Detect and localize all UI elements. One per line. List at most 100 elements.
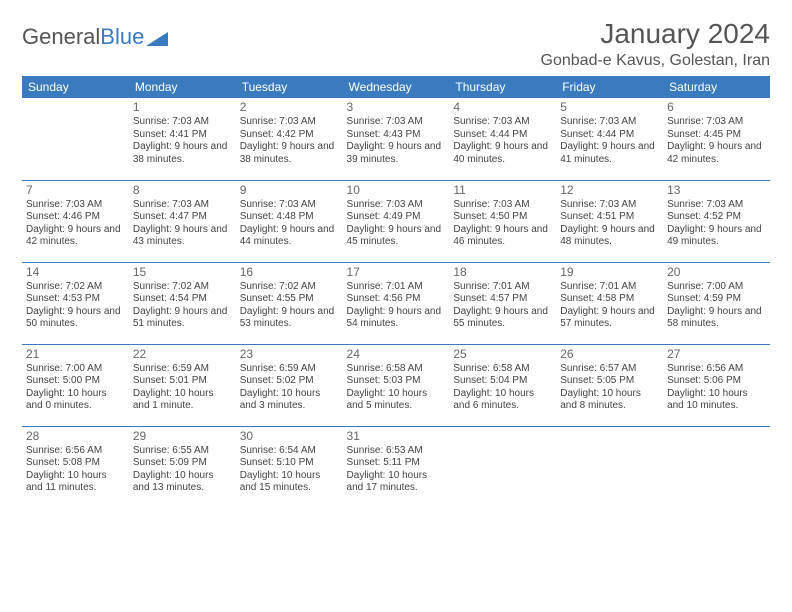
day-details: Sunrise: 7:03 AMSunset: 4:41 PMDaylight:…	[133, 116, 232, 166]
day-details: Sunrise: 7:00 AMSunset: 4:59 PMDaylight:…	[667, 281, 766, 331]
day-number: 28	[26, 429, 125, 444]
day-details: Sunrise: 7:03 AMSunset: 4:43 PMDaylight:…	[347, 116, 446, 166]
calendar-header-row: SundayMondayTuesdayWednesdayThursdayFrid…	[22, 76, 770, 98]
calendar-cell: 27Sunrise: 6:56 AMSunset: 5:06 PMDayligh…	[663, 344, 770, 426]
calendar-cell: 18Sunrise: 7:01 AMSunset: 4:57 PMDayligh…	[449, 262, 556, 344]
day-number: 22	[133, 347, 232, 362]
calendar-cell: 16Sunrise: 7:02 AMSunset: 4:55 PMDayligh…	[236, 262, 343, 344]
day-number: 9	[240, 183, 339, 198]
day-details: Sunrise: 7:02 AMSunset: 4:54 PMDaylight:…	[133, 281, 232, 331]
calendar-cell: 25Sunrise: 6:58 AMSunset: 5:04 PMDayligh…	[449, 344, 556, 426]
calendar-cell: 30Sunrise: 6:54 AMSunset: 5:10 PMDayligh…	[236, 426, 343, 508]
day-details: Sunrise: 7:01 AMSunset: 4:58 PMDaylight:…	[560, 281, 659, 331]
calendar-cell: 24Sunrise: 6:58 AMSunset: 5:03 PMDayligh…	[343, 344, 450, 426]
weekday-header: Thursday	[449, 76, 556, 98]
day-number: 8	[133, 183, 232, 198]
day-number: 14	[26, 265, 125, 280]
day-details: Sunrise: 7:03 AMSunset: 4:50 PMDaylight:…	[453, 199, 552, 249]
day-number: 1	[133, 100, 232, 115]
day-details: Sunrise: 7:01 AMSunset: 4:56 PMDaylight:…	[347, 281, 446, 331]
calendar-cell: 26Sunrise: 6:57 AMSunset: 5:05 PMDayligh…	[556, 344, 663, 426]
day-number: 10	[347, 183, 446, 198]
calendar-cell: 29Sunrise: 6:55 AMSunset: 5:09 PMDayligh…	[129, 426, 236, 508]
day-details: Sunrise: 6:59 AMSunset: 5:02 PMDaylight:…	[240, 363, 339, 413]
weekday-header: Monday	[129, 76, 236, 98]
weekday-header: Sunday	[22, 76, 129, 98]
day-number: 27	[667, 347, 766, 362]
calendar-week-row: 14Sunrise: 7:02 AMSunset: 4:53 PMDayligh…	[22, 262, 770, 344]
day-details: Sunrise: 7:03 AMSunset: 4:49 PMDaylight:…	[347, 199, 446, 249]
weekday-header: Wednesday	[343, 76, 450, 98]
day-details: Sunrise: 6:58 AMSunset: 5:03 PMDaylight:…	[347, 363, 446, 413]
calendar-cell	[449, 426, 556, 508]
calendar-cell: 11Sunrise: 7:03 AMSunset: 4:50 PMDayligh…	[449, 180, 556, 262]
calendar-cell: 7Sunrise: 7:03 AMSunset: 4:46 PMDaylight…	[22, 180, 129, 262]
day-details: Sunrise: 7:03 AMSunset: 4:51 PMDaylight:…	[560, 199, 659, 249]
calendar-cell: 1Sunrise: 7:03 AMSunset: 4:41 PMDaylight…	[129, 98, 236, 180]
calendar-cell: 13Sunrise: 7:03 AMSunset: 4:52 PMDayligh…	[663, 180, 770, 262]
calendar-week-row: 1Sunrise: 7:03 AMSunset: 4:41 PMDaylight…	[22, 98, 770, 180]
day-details: Sunrise: 7:03 AMSunset: 4:44 PMDaylight:…	[453, 116, 552, 166]
day-details: Sunrise: 7:03 AMSunset: 4:48 PMDaylight:…	[240, 199, 339, 249]
day-number: 16	[240, 265, 339, 280]
calendar-body: 1Sunrise: 7:03 AMSunset: 4:41 PMDaylight…	[22, 98, 770, 508]
day-number: 20	[667, 265, 766, 280]
day-number: 13	[667, 183, 766, 198]
calendar-cell	[556, 426, 663, 508]
calendar-cell: 14Sunrise: 7:02 AMSunset: 4:53 PMDayligh…	[22, 262, 129, 344]
calendar-cell: 17Sunrise: 7:01 AMSunset: 4:56 PMDayligh…	[343, 262, 450, 344]
day-number: 21	[26, 347, 125, 362]
day-number: 4	[453, 100, 552, 115]
weekday-header: Friday	[556, 76, 663, 98]
day-number: 26	[560, 347, 659, 362]
day-details: Sunrise: 7:00 AMSunset: 5:00 PMDaylight:…	[26, 363, 125, 413]
brand-text-1: General	[22, 24, 100, 50]
calendar-week-row: 28Sunrise: 6:56 AMSunset: 5:08 PMDayligh…	[22, 426, 770, 508]
calendar-cell: 20Sunrise: 7:00 AMSunset: 4:59 PMDayligh…	[663, 262, 770, 344]
day-details: Sunrise: 7:03 AMSunset: 4:44 PMDaylight:…	[560, 116, 659, 166]
day-details: Sunrise: 7:03 AMSunset: 4:46 PMDaylight:…	[26, 199, 125, 249]
day-details: Sunrise: 6:54 AMSunset: 5:10 PMDaylight:…	[240, 445, 339, 495]
day-details: Sunrise: 7:01 AMSunset: 4:57 PMDaylight:…	[453, 281, 552, 331]
brand-triangle-icon	[146, 28, 168, 46]
day-number: 3	[347, 100, 446, 115]
day-number: 25	[453, 347, 552, 362]
calendar-table: SundayMondayTuesdayWednesdayThursdayFrid…	[22, 76, 770, 508]
calendar-cell: 3Sunrise: 7:03 AMSunset: 4:43 PMDaylight…	[343, 98, 450, 180]
calendar-cell: 6Sunrise: 7:03 AMSunset: 4:45 PMDaylight…	[663, 98, 770, 180]
day-number: 24	[347, 347, 446, 362]
brand-logo: GeneralBlue	[22, 18, 168, 50]
calendar-cell: 19Sunrise: 7:01 AMSunset: 4:58 PMDayligh…	[556, 262, 663, 344]
calendar-cell: 12Sunrise: 7:03 AMSunset: 4:51 PMDayligh…	[556, 180, 663, 262]
calendar-cell: 2Sunrise: 7:03 AMSunset: 4:42 PMDaylight…	[236, 98, 343, 180]
calendar-cell: 22Sunrise: 6:59 AMSunset: 5:01 PMDayligh…	[129, 344, 236, 426]
day-details: Sunrise: 6:56 AMSunset: 5:08 PMDaylight:…	[26, 445, 125, 495]
brand-text-2: Blue	[100, 24, 144, 50]
calendar-week-row: 21Sunrise: 7:00 AMSunset: 5:00 PMDayligh…	[22, 344, 770, 426]
day-details: Sunrise: 7:02 AMSunset: 4:53 PMDaylight:…	[26, 281, 125, 331]
day-number: 17	[347, 265, 446, 280]
calendar-cell: 28Sunrise: 6:56 AMSunset: 5:08 PMDayligh…	[22, 426, 129, 508]
day-details: Sunrise: 6:53 AMSunset: 5:11 PMDaylight:…	[347, 445, 446, 495]
day-number: 7	[26, 183, 125, 198]
calendar-cell: 5Sunrise: 7:03 AMSunset: 4:44 PMDaylight…	[556, 98, 663, 180]
day-number: 11	[453, 183, 552, 198]
calendar-cell: 8Sunrise: 7:03 AMSunset: 4:47 PMDaylight…	[129, 180, 236, 262]
calendar-cell: 21Sunrise: 7:00 AMSunset: 5:00 PMDayligh…	[22, 344, 129, 426]
day-details: Sunrise: 6:55 AMSunset: 5:09 PMDaylight:…	[133, 445, 232, 495]
day-details: Sunrise: 6:58 AMSunset: 5:04 PMDaylight:…	[453, 363, 552, 413]
calendar-cell: 4Sunrise: 7:03 AMSunset: 4:44 PMDaylight…	[449, 98, 556, 180]
weekday-header: Saturday	[663, 76, 770, 98]
title-block: January 2024 Gonbad-e Kavus, Golestan, I…	[541, 18, 770, 70]
day-number: 29	[133, 429, 232, 444]
day-details: Sunrise: 7:03 AMSunset: 4:45 PMDaylight:…	[667, 116, 766, 166]
day-details: Sunrise: 6:56 AMSunset: 5:06 PMDaylight:…	[667, 363, 766, 413]
location-text: Gonbad-e Kavus, Golestan, Iran	[541, 52, 770, 70]
day-number: 15	[133, 265, 232, 280]
day-number: 6	[667, 100, 766, 115]
weekday-header: Tuesday	[236, 76, 343, 98]
calendar-cell: 15Sunrise: 7:02 AMSunset: 4:54 PMDayligh…	[129, 262, 236, 344]
day-number: 23	[240, 347, 339, 362]
calendar-week-row: 7Sunrise: 7:03 AMSunset: 4:46 PMDaylight…	[22, 180, 770, 262]
day-number: 31	[347, 429, 446, 444]
